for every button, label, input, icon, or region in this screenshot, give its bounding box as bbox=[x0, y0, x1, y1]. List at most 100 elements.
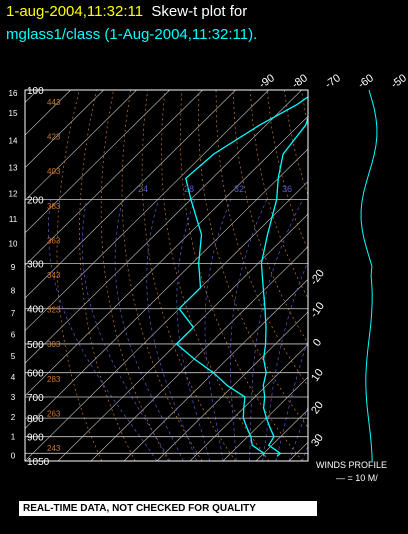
theta-label: 383 bbox=[47, 202, 61, 211]
isotherm-line bbox=[156, 311, 308, 461]
dry-adiabat-line bbox=[283, 90, 308, 196]
title-datetime: 1-aug-2004,11:32:11 bbox=[6, 3, 144, 20]
pressure-tick-label: 900 bbox=[27, 433, 44, 444]
isotherm-line bbox=[288, 441, 308, 461]
height-tick-label: 1 bbox=[11, 432, 16, 441]
right-temp-tick-label: 10 bbox=[309, 367, 326, 384]
pressure-tick-label: 300 bbox=[27, 259, 44, 270]
dry-adiabat-line bbox=[179, 90, 303, 461]
theta-label: 423 bbox=[47, 133, 61, 142]
dry-adiabat-line bbox=[161, 90, 270, 461]
height-tick-label: 5 bbox=[11, 352, 16, 361]
height-tick-label: 8 bbox=[11, 286, 16, 295]
theta-label: 343 bbox=[47, 271, 61, 280]
isotherm-line bbox=[57, 213, 308, 461]
isotherm-line bbox=[25, 90, 170, 234]
moist-adiabat-line bbox=[275, 338, 308, 461]
height-tick-label: 3 bbox=[11, 393, 16, 402]
theta-label: 403 bbox=[47, 167, 61, 176]
quality-banner: REAL-TIME DATA, NOT CHECKED FOR QUALITY bbox=[19, 501, 317, 516]
theta-label: 303 bbox=[47, 340, 61, 349]
winds-profile-label: WINDS PROFILE bbox=[316, 460, 388, 470]
right-temp-tick-label: 30 bbox=[309, 432, 326, 449]
height-tick-label: 0 bbox=[11, 451, 16, 460]
pressure-tick-label: 100 bbox=[27, 86, 44, 97]
plot-frame bbox=[24, 89, 309, 462]
isotherm-line bbox=[222, 376, 308, 461]
axis-layer: 1002003004005006007008009001050161514131… bbox=[9, 72, 408, 468]
moist-adiabat-line bbox=[288, 405, 308, 461]
moist-adiabat-line bbox=[81, 199, 171, 461]
moist-adiabat-line bbox=[301, 445, 308, 461]
isotherm-line bbox=[25, 148, 308, 429]
isotherm-line bbox=[123, 278, 308, 461]
isotherm-line bbox=[25, 90, 38, 103]
pressure-tick-label: 1050 bbox=[27, 457, 50, 468]
isotherm-line bbox=[189, 344, 308, 461]
dry-adiabat-line bbox=[387, 90, 408, 461]
dry-adiabat-line bbox=[249, 90, 308, 300]
right-temp-tick-label: -20 bbox=[308, 268, 327, 288]
height-tick-label: 12 bbox=[9, 190, 18, 199]
pressure-tick-label: 400 bbox=[27, 305, 44, 316]
height-tick-label: 10 bbox=[9, 239, 18, 248]
height-tick-label: 14 bbox=[9, 137, 18, 146]
grid-layer bbox=[25, 90, 408, 461]
moist-adiabat-line bbox=[176, 199, 211, 461]
pressure-tick-label: 200 bbox=[27, 195, 44, 206]
moist-adiabat-line bbox=[146, 199, 197, 461]
title-plot-label: Skew-t plot for bbox=[151, 3, 248, 20]
trace-layer bbox=[175, 96, 308, 457]
theta-e-label: 32 bbox=[234, 184, 244, 194]
pressure-tick-label: 600 bbox=[27, 369, 44, 380]
dry-adiabat-line bbox=[336, 90, 408, 461]
winds-scale-label: — = 10 M/ bbox=[336, 473, 378, 483]
height-tick-label: 7 bbox=[11, 309, 16, 318]
theta-label: 443 bbox=[47, 98, 61, 107]
top-temp-tick-label: -80 bbox=[290, 72, 310, 91]
theta-label: 263 bbox=[47, 409, 61, 418]
wind-profile bbox=[360, 89, 378, 462]
isotherm-line bbox=[25, 90, 302, 364]
pressure-tick-label: 700 bbox=[27, 393, 44, 404]
theta-e-label: 24 bbox=[138, 184, 148, 194]
top-temp-tick-label: -90 bbox=[257, 72, 277, 91]
theta-label: 323 bbox=[47, 306, 61, 315]
dry-adiabat-line bbox=[198, 90, 308, 428]
dry-adiabat-line bbox=[318, 90, 408, 461]
theta-e-label: 28 bbox=[184, 184, 194, 194]
height-tick-label: 13 bbox=[9, 164, 18, 173]
height-tick-label: 9 bbox=[11, 263, 16, 272]
dry-adiabat-line bbox=[232, 90, 308, 344]
dry-adiabat-line bbox=[215, 90, 308, 387]
moist-adiabat-line bbox=[249, 199, 304, 461]
isotherm-line bbox=[25, 90, 203, 266]
isotherm-line bbox=[25, 181, 308, 461]
dry-adiabat-line bbox=[353, 90, 408, 461]
chart-subtitle: mglass1/class (1-Aug-2004,11:32:11). bbox=[6, 26, 258, 43]
isotherm-line bbox=[25, 90, 137, 201]
isotherm-line bbox=[25, 90, 269, 332]
theta-label: 363 bbox=[47, 236, 61, 245]
height-tick-label: 15 bbox=[9, 109, 18, 118]
isotherm-line bbox=[25, 90, 104, 169]
theta-e-label: 36 bbox=[282, 184, 292, 194]
temperature-trace bbox=[260, 116, 308, 457]
isotherm-line bbox=[355, 90, 408, 461]
top-temp-tick-label: -70 bbox=[323, 72, 343, 91]
wind-trace bbox=[360, 89, 378, 462]
isotherm-line bbox=[90, 246, 308, 461]
theta-label: 243 bbox=[47, 444, 61, 453]
right-temp-tick-label: -10 bbox=[308, 300, 327, 320]
pressure-tick-label: 800 bbox=[27, 414, 44, 425]
dry-adiabat-line bbox=[121, 90, 203, 461]
chart-title: 1-aug-2004,11:32:11 Skew-t plot for bbox=[6, 3, 247, 20]
height-tick-label: 6 bbox=[11, 331, 16, 340]
isotherm-line bbox=[25, 90, 236, 299]
dry-adiabat-line bbox=[56, 90, 103, 461]
dry-adiabat-line bbox=[404, 90, 408, 461]
top-temp-tick-label: -60 bbox=[356, 72, 376, 91]
dry-adiabat-line bbox=[79, 90, 136, 461]
dry-adiabat-line bbox=[266, 90, 308, 251]
